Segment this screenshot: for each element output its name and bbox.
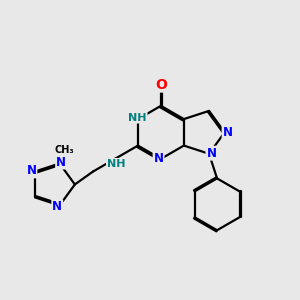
Text: N: N — [154, 152, 164, 165]
Text: N: N — [26, 164, 36, 177]
Text: N: N — [52, 200, 62, 213]
Text: N: N — [56, 155, 66, 169]
Text: NH: NH — [107, 159, 125, 169]
Text: O: O — [155, 78, 167, 92]
Text: N: N — [223, 126, 232, 139]
Text: NH: NH — [128, 112, 147, 123]
Text: N: N — [206, 147, 216, 160]
Text: CH₃: CH₃ — [54, 145, 74, 155]
